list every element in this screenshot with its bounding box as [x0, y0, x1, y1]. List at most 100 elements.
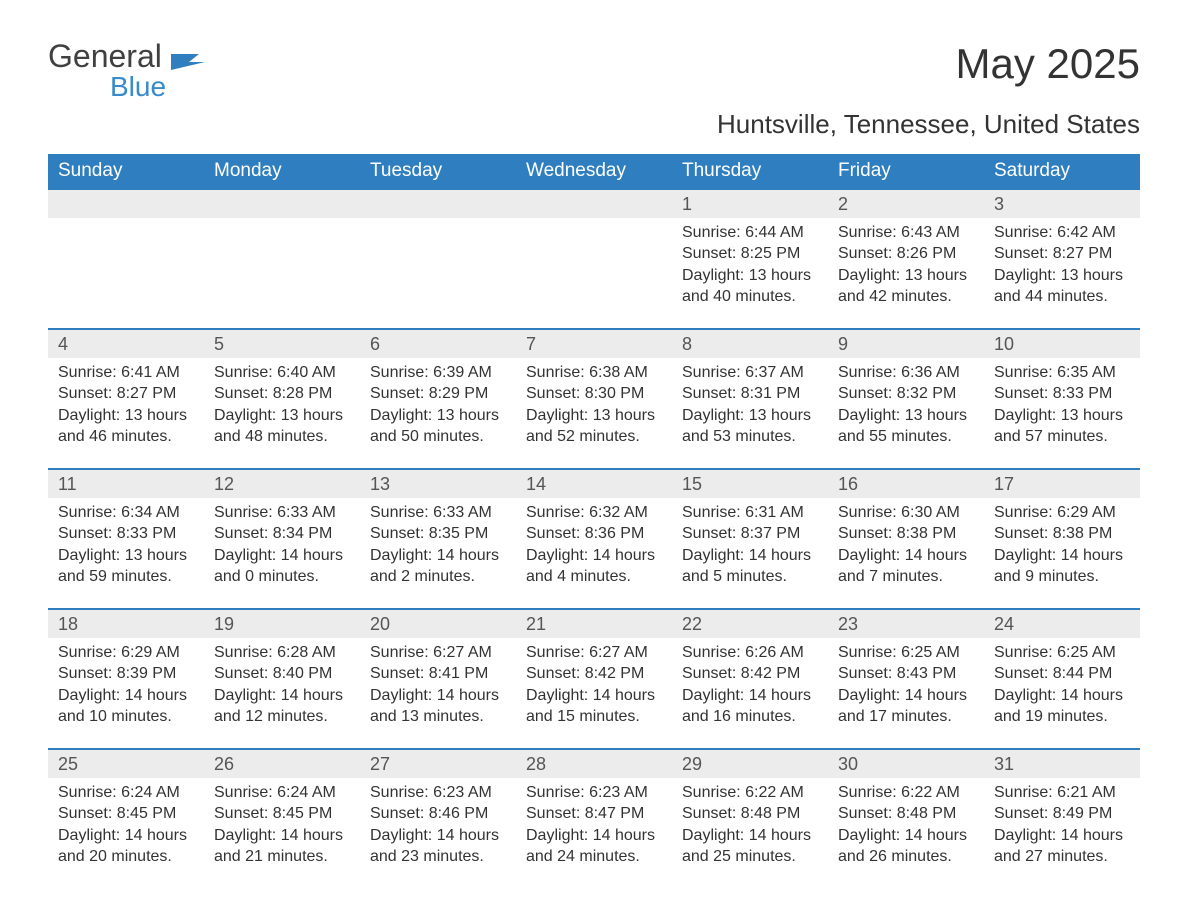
- day-number: 25: [48, 750, 204, 778]
- sunrise-line: Sunrise: 6:37 AM: [682, 362, 818, 384]
- day-cell-number: 27: [360, 749, 516, 778]
- sunset-line: Sunset: 8:43 PM: [838, 663, 974, 685]
- sunset-line: Sunset: 8:38 PM: [838, 523, 974, 545]
- day-number: 1: [672, 190, 828, 218]
- day-number: 24: [984, 610, 1140, 638]
- day-cell-content: Sunrise: 6:27 AMSunset: 8:42 PMDaylight:…: [516, 638, 672, 749]
- sunrise-line: Sunrise: 6:43 AM: [838, 222, 974, 244]
- daylight-line: Daylight: 14 hours and 10 minutes.: [58, 685, 194, 728]
- sunset-line: Sunset: 8:35 PM: [370, 523, 506, 545]
- sunset-line: Sunset: 8:39 PM: [58, 663, 194, 685]
- sunset-line: Sunset: 8:29 PM: [370, 383, 506, 405]
- location-subtitle: Huntsville, Tennessee, United States: [48, 109, 1140, 140]
- sunrise-line: Sunrise: 6:35 AM: [994, 362, 1130, 384]
- daylight-line: Daylight: 13 hours and 50 minutes.: [370, 405, 506, 448]
- sunset-line: Sunset: 8:38 PM: [994, 523, 1130, 545]
- day-cell-number: 28: [516, 749, 672, 778]
- sunset-line: Sunset: 8:33 PM: [994, 383, 1130, 405]
- calendar-week-daynums: 25262728293031: [48, 749, 1140, 778]
- day-cell-number: [516, 189, 672, 218]
- day-number: 13: [360, 470, 516, 498]
- day-cell-number: [360, 189, 516, 218]
- sunrise-line: Sunrise: 6:31 AM: [682, 502, 818, 524]
- day-cell-content: Sunrise: 6:25 AMSunset: 8:43 PMDaylight:…: [828, 638, 984, 749]
- day-cell-content: Sunrise: 6:38 AMSunset: 8:30 PMDaylight:…: [516, 358, 672, 469]
- day-number: 8: [672, 330, 828, 358]
- daylight-line: Daylight: 14 hours and 27 minutes.: [994, 825, 1130, 868]
- daylight-line: Daylight: 14 hours and 20 minutes.: [58, 825, 194, 868]
- daylight-line: Daylight: 14 hours and 5 minutes.: [682, 545, 818, 588]
- day-cell-number: 9: [828, 329, 984, 358]
- sunrise-line: Sunrise: 6:30 AM: [838, 502, 974, 524]
- sunrise-line: Sunrise: 6:27 AM: [370, 642, 506, 664]
- sunrise-line: Sunrise: 6:22 AM: [838, 782, 974, 804]
- day-cell-number: 21: [516, 609, 672, 638]
- day-number: 10: [984, 330, 1140, 358]
- sunrise-line: Sunrise: 6:33 AM: [214, 502, 350, 524]
- day-cell-content: [516, 218, 672, 329]
- brand-word2: Blue: [110, 71, 166, 102]
- calendar-week-content: Sunrise: 6:44 AMSunset: 8:25 PMDaylight:…: [48, 218, 1140, 329]
- day-cell-number: 26: [204, 749, 360, 778]
- sunrise-line: Sunrise: 6:25 AM: [994, 642, 1130, 664]
- page-title: May 2025: [956, 40, 1140, 88]
- day-cell-content: Sunrise: 6:25 AMSunset: 8:44 PMDaylight:…: [984, 638, 1140, 749]
- sunrise-line: Sunrise: 6:32 AM: [526, 502, 662, 524]
- daylight-line: Daylight: 13 hours and 40 minutes.: [682, 265, 818, 308]
- day-number: 4: [48, 330, 204, 358]
- calendar-week-daynums: 123: [48, 189, 1140, 218]
- day-details: Sunrise: 6:27 AMSunset: 8:41 PMDaylight:…: [360, 638, 516, 748]
- sunset-line: Sunset: 8:48 PM: [682, 803, 818, 825]
- daylight-line: Daylight: 14 hours and 19 minutes.: [994, 685, 1130, 728]
- calendar-week-daynums: 45678910: [48, 329, 1140, 358]
- sunset-line: Sunset: 8:46 PM: [370, 803, 506, 825]
- day-details: Sunrise: 6:31 AMSunset: 8:37 PMDaylight:…: [672, 498, 828, 608]
- sunrise-line: Sunrise: 6:39 AM: [370, 362, 506, 384]
- weekday-header: Thursday: [672, 154, 828, 189]
- sunset-line: Sunset: 8:30 PM: [526, 383, 662, 405]
- day-cell-number: 24: [984, 609, 1140, 638]
- weekday-header-row: SundayMondayTuesdayWednesdayThursdayFrid…: [48, 154, 1140, 189]
- day-number: 23: [828, 610, 984, 638]
- day-details: Sunrise: 6:32 AMSunset: 8:36 PMDaylight:…: [516, 498, 672, 608]
- day-cell-content: Sunrise: 6:23 AMSunset: 8:47 PMDaylight:…: [516, 778, 672, 876]
- day-cell-number: 14: [516, 469, 672, 498]
- sunset-line: Sunset: 8:42 PM: [682, 663, 818, 685]
- day-cell-content: Sunrise: 6:22 AMSunset: 8:48 PMDaylight:…: [672, 778, 828, 876]
- day-number: 2: [828, 190, 984, 218]
- day-number: 5: [204, 330, 360, 358]
- day-cell-number: 20: [360, 609, 516, 638]
- daylight-line: Daylight: 13 hours and 42 minutes.: [838, 265, 974, 308]
- sunset-line: Sunset: 8:48 PM: [838, 803, 974, 825]
- day-cell-content: Sunrise: 6:37 AMSunset: 8:31 PMDaylight:…: [672, 358, 828, 469]
- day-cell-content: Sunrise: 6:30 AMSunset: 8:38 PMDaylight:…: [828, 498, 984, 609]
- day-details: Sunrise: 6:25 AMSunset: 8:43 PMDaylight:…: [828, 638, 984, 748]
- sunrise-line: Sunrise: 6:34 AM: [58, 502, 194, 524]
- sunrise-line: Sunrise: 6:40 AM: [214, 362, 350, 384]
- day-cell-number: 25: [48, 749, 204, 778]
- sunset-line: Sunset: 8:45 PM: [214, 803, 350, 825]
- day-details: Sunrise: 6:42 AMSunset: 8:27 PMDaylight:…: [984, 218, 1140, 328]
- day-details: Sunrise: 6:37 AMSunset: 8:31 PMDaylight:…: [672, 358, 828, 468]
- day-number: [516, 190, 672, 218]
- daylight-line: Daylight: 14 hours and 16 minutes.: [682, 685, 818, 728]
- daylight-line: Daylight: 14 hours and 23 minutes.: [370, 825, 506, 868]
- day-details: Sunrise: 6:25 AMSunset: 8:44 PMDaylight:…: [984, 638, 1140, 748]
- day-cell-number: 15: [672, 469, 828, 498]
- calendar-week-content: Sunrise: 6:24 AMSunset: 8:45 PMDaylight:…: [48, 778, 1140, 876]
- daylight-line: Daylight: 14 hours and 26 minutes.: [838, 825, 974, 868]
- sunrise-line: Sunrise: 6:41 AM: [58, 362, 194, 384]
- day-details: Sunrise: 6:24 AMSunset: 8:45 PMDaylight:…: [48, 778, 204, 876]
- day-details: Sunrise: 6:28 AMSunset: 8:40 PMDaylight:…: [204, 638, 360, 748]
- day-cell-content: Sunrise: 6:39 AMSunset: 8:29 PMDaylight:…: [360, 358, 516, 469]
- day-number: 26: [204, 750, 360, 778]
- day-details: Sunrise: 6:33 AMSunset: 8:35 PMDaylight:…: [360, 498, 516, 608]
- day-details: [516, 218, 672, 328]
- day-number: 16: [828, 470, 984, 498]
- daylight-line: Daylight: 14 hours and 13 minutes.: [370, 685, 506, 728]
- day-number: 17: [984, 470, 1140, 498]
- day-number: 31: [984, 750, 1140, 778]
- daylight-line: Daylight: 13 hours and 44 minutes.: [994, 265, 1130, 308]
- day-number: 14: [516, 470, 672, 498]
- weekday-header: Wednesday: [516, 154, 672, 189]
